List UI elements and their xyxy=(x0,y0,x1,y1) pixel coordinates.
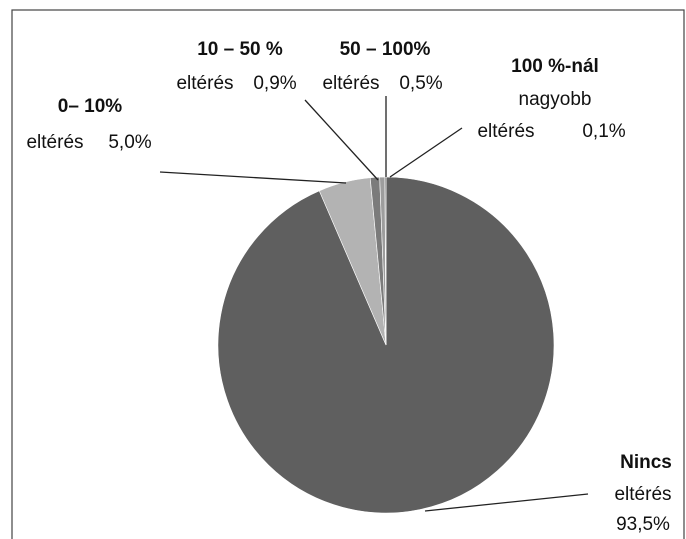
category-label: 10 – 50 % xyxy=(197,39,283,60)
value-label: 0,5% xyxy=(399,73,442,94)
category-label: Nincs xyxy=(620,452,672,473)
value-label: 0,9% xyxy=(253,73,296,94)
leader-line xyxy=(389,127,463,178)
leader-line xyxy=(304,99,379,181)
leader-line xyxy=(424,493,589,512)
category-description: eltérés xyxy=(26,132,83,153)
category-description: eltérés xyxy=(477,121,534,142)
value-label: 0,1% xyxy=(582,121,625,142)
category-label: 50 – 100% xyxy=(340,39,431,60)
category-description: eltérés xyxy=(614,484,671,505)
chart-frame xyxy=(11,9,685,539)
leader-line xyxy=(159,171,347,184)
value-label: 5,0% xyxy=(108,132,151,153)
category-label: 0– 10% xyxy=(58,96,123,117)
category-description: nagyobb xyxy=(519,89,592,110)
category-description: eltérés xyxy=(322,73,379,94)
category-description: eltérés xyxy=(176,73,233,94)
value-label: 93,5% xyxy=(616,514,670,535)
category-label: 100 %-nál xyxy=(511,56,599,77)
